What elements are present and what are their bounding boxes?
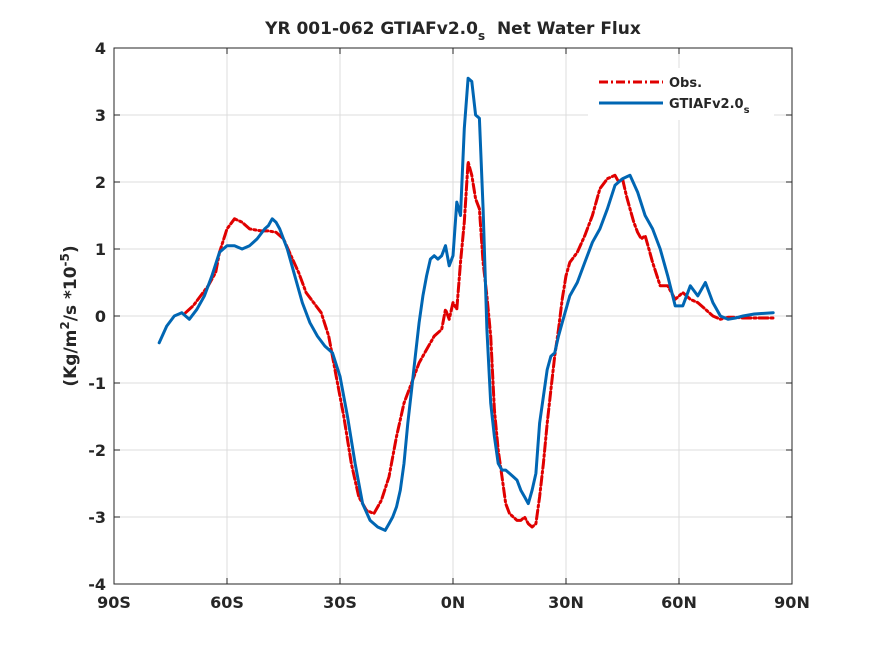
y-tick-label: 4 [95, 39, 106, 58]
legend-box [588, 68, 774, 120]
y-tick-label: 2 [95, 173, 106, 192]
x-tick-label: 30S [323, 593, 357, 612]
y-tick-label: -4 [88, 575, 106, 594]
x-tick-label: 60N [661, 593, 697, 612]
legend-label-gtiaf: GTIAFv2.0s [669, 97, 750, 116]
series-layer [157, 76, 775, 532]
y-tick-label: 3 [95, 106, 106, 125]
plot-area: 90S 60S 30S 0N 30N 60N 90N -4 -3 -2 -1 0 1 2 3 4 [88, 39, 810, 612]
x-tick-label: 0N [441, 593, 466, 612]
legend-label-obs: Obs. [669, 76, 702, 91]
series-line-gtiaf [157, 76, 775, 532]
axis-ticks: 90S 60S 30S 0N 30N 60N 90N -4 -3 -2 -1 0 1 2 3 4 [88, 39, 810, 612]
y-tick-label: 1 [95, 240, 106, 259]
x-tick-label: 90N [774, 593, 810, 612]
y-tick-label: -1 [88, 374, 106, 393]
x-tick-label: 30N [548, 593, 584, 612]
y-tick-label: -2 [88, 441, 106, 460]
x-tick-label: 90S [97, 593, 131, 612]
y-axis-label: (Kg/m2/s *10-5) [58, 245, 81, 386]
x-tick-label: 60S [210, 593, 244, 612]
y-tick-label: 0 [95, 307, 106, 326]
chart-title: YR 001-062 GTIAFv2.0s Net Water Flux [264, 19, 641, 43]
series-line-obs [184, 160, 775, 529]
legend: Obs. GTIAFv2.0s [588, 68, 774, 120]
y-tick-label: -3 [88, 508, 106, 527]
